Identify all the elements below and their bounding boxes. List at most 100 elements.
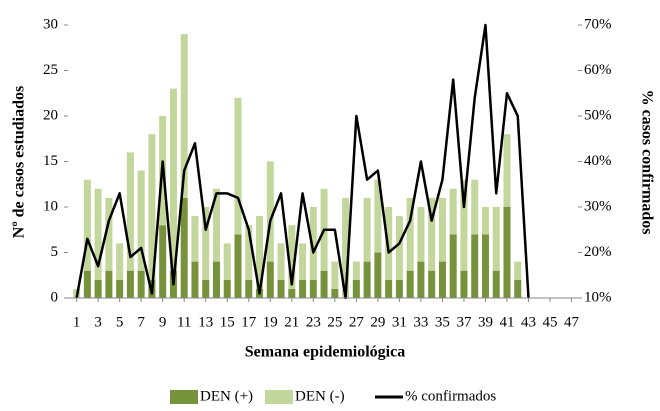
bar [137,270,145,298]
y-tick-label: 25 [43,62,58,78]
bar [492,207,500,271]
y-tick-label: 10 [43,198,58,214]
y2-tick-label: 60% [584,62,612,78]
x-axis-title: Semana epidemiológica [245,344,405,361]
bar [406,197,414,271]
bar [374,252,382,298]
bar [212,261,220,298]
bar [94,279,102,298]
x-tick-label: 7 [137,314,145,330]
bar [277,243,285,280]
y-tick-label: 15 [43,153,58,169]
bar [471,179,479,235]
bar [460,270,468,298]
y2-axis-title: % casos confirmados [638,90,655,235]
bar [309,207,317,280]
bar [159,225,167,298]
x-tick-label: 15 [220,314,235,330]
x-tick-label: 45 [543,314,558,330]
bar [406,270,414,298]
bar [223,279,231,298]
x-tick-label: 35 [435,314,450,330]
bar [428,270,436,298]
legend-swatch [170,390,198,404]
x-tick-label: 9 [159,314,167,330]
bar [245,279,253,298]
bar [385,279,393,298]
bar [137,170,145,271]
bar [234,234,242,298]
x-tick-label: 11 [177,314,191,330]
bar [471,234,479,298]
x-tick-label: 33 [413,314,428,330]
y-tick-label: 0 [51,289,59,305]
bar [514,279,522,298]
bar [449,188,457,235]
bar [352,279,360,298]
x-tick-label: 3 [94,314,102,330]
x-tick-label: 13 [198,314,213,330]
x-tick-label: 5 [116,314,124,330]
bar [116,279,124,298]
y2-tick-label: 70% [584,16,612,32]
bar [223,243,231,280]
bar [126,270,134,298]
bar [438,261,446,298]
bar [374,179,382,253]
bar [320,270,328,298]
y2-tick-label: 50% [584,107,612,123]
y-tick-label: 5 [51,244,59,260]
bar [191,216,199,262]
bar [94,188,102,280]
x-tick-label: 19 [263,314,278,330]
bar [503,134,511,207]
bar [83,270,91,298]
legend-label: DEN (+) [200,388,253,404]
bar [331,288,339,298]
bar [277,279,285,298]
bar [105,197,113,271]
bar [481,207,489,235]
x-tick-label: 21 [284,314,299,330]
x-tick-label: 39 [478,314,493,330]
y-axis-title: Nº de casos estudiados [11,86,28,238]
y-tick-label: 30 [43,16,58,32]
bar [299,279,307,298]
bar [212,188,220,262]
bar [234,97,242,235]
y2-tick-label: 40% [584,153,612,169]
bar [481,234,489,298]
x-tick-label: 41 [499,314,514,330]
x-tick-label: 37 [456,314,472,330]
bar [83,179,91,271]
bar [503,207,511,298]
bar [191,261,199,298]
x-tick-label: 1 [73,314,81,330]
bar [363,261,371,298]
bar [266,261,274,298]
x-tick-label: 17 [241,314,257,330]
bar [417,207,425,262]
x-tick-label: 25 [327,314,342,330]
bar [492,270,500,298]
bar [180,34,188,198]
legend-label: % confirmados [405,388,496,404]
y2-tick-label: 30% [584,198,612,214]
bar [309,279,317,298]
bar [126,152,134,271]
bar [299,243,307,280]
bar [116,243,124,280]
x-tick-label: 47 [564,314,580,330]
bar [266,161,274,262]
legend-label: DEN (-) [295,388,345,404]
x-tick-label: 29 [370,314,385,330]
x-tick-label: 43 [521,314,536,330]
bar [428,197,436,271]
x-tick-label: 27 [349,314,365,330]
bar [395,216,403,280]
y2-tick-label: 20% [584,244,612,260]
legend-swatch [265,390,293,404]
x-tick-label: 23 [306,314,321,330]
bar [438,197,446,262]
